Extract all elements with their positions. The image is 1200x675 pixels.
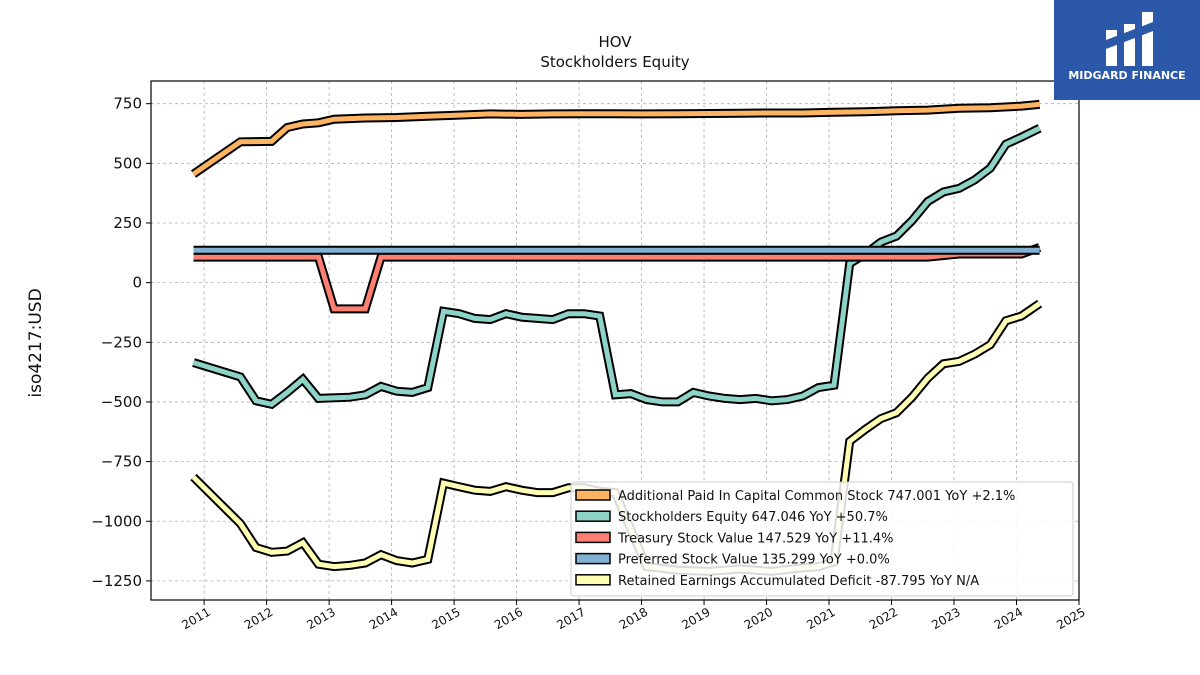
x-tick-label: 2016 — [492, 605, 525, 632]
series-2 — [193, 243, 1042, 314]
brand-logo: MIDGARD FINANCE — [1054, 0, 1200, 100]
legend-swatch — [575, 489, 611, 501]
x-tick-label: 2019 — [679, 605, 712, 632]
series-1 — [192, 124, 1042, 410]
logo-mark-icon — [1106, 12, 1153, 66]
series-0 — [190, 99, 1041, 178]
x-tick-label: 2013 — [304, 605, 337, 632]
legend-entry: Retained Earnings Accumulated Deficit -8… — [618, 574, 979, 589]
chart-subtitle: Stockholders Equity — [540, 53, 689, 71]
y-tick-label: −750 — [101, 453, 142, 471]
y-tick-label: −500 — [101, 393, 142, 411]
legend-swatch — [575, 552, 611, 565]
x-tick-label: 2021 — [804, 605, 837, 632]
x-tick-label: 2020 — [742, 605, 775, 632]
y-tick-label: −250 — [101, 333, 142, 351]
series-line — [192, 101, 1040, 177]
x-tick-label: 2011 — [179, 605, 212, 632]
y-tick-label: 500 — [113, 154, 142, 172]
y-tick-label: 250 — [113, 214, 142, 232]
x-tick-label: 2023 — [929, 605, 962, 632]
y-axis-label: iso4217:USD — [26, 288, 46, 397]
y-tick-label: −1000 — [91, 512, 142, 530]
x-tick-label: 2018 — [617, 605, 650, 632]
legend-entry: Additional Paid In Capital Common Stock … — [618, 489, 1015, 504]
x-tick-label: 2022 — [867, 605, 900, 632]
legend-entry: Stockholders Equity 647.046 YoY +50.7% — [618, 510, 888, 525]
x-tick-label: 2014 — [367, 605, 400, 632]
legend-swatch — [575, 531, 611, 544]
y-tick-label: −1250 — [91, 572, 142, 590]
chart-title: HOV — [598, 33, 632, 51]
legend-swatch — [575, 574, 611, 586]
x-tick-label: 2025 — [1054, 605, 1087, 632]
x-tick-label: 2012 — [242, 605, 275, 632]
x-tick-label: 2015 — [429, 605, 462, 632]
legend: Additional Paid In Capital Common Stock … — [570, 481, 1074, 597]
y-tick-label: 0 — [132, 274, 142, 292]
x-tick-label: 2017 — [554, 605, 587, 632]
legend-entry: Preferred Stock Value 135.299 YoY +0.0% — [618, 553, 890, 568]
y-tick-label: 750 — [113, 95, 142, 113]
legend-entry: Treasury Stock Value 147.529 YoY +11.4% — [617, 531, 894, 546]
plot-frame — [150, 80, 1080, 601]
logo-text: MIDGARD FINANCE — [1068, 69, 1186, 82]
series-line — [192, 125, 1041, 407]
legend-box — [570, 481, 1074, 597]
x-tick-label: 2024 — [992, 605, 1025, 632]
legend-swatch — [575, 510, 611, 522]
